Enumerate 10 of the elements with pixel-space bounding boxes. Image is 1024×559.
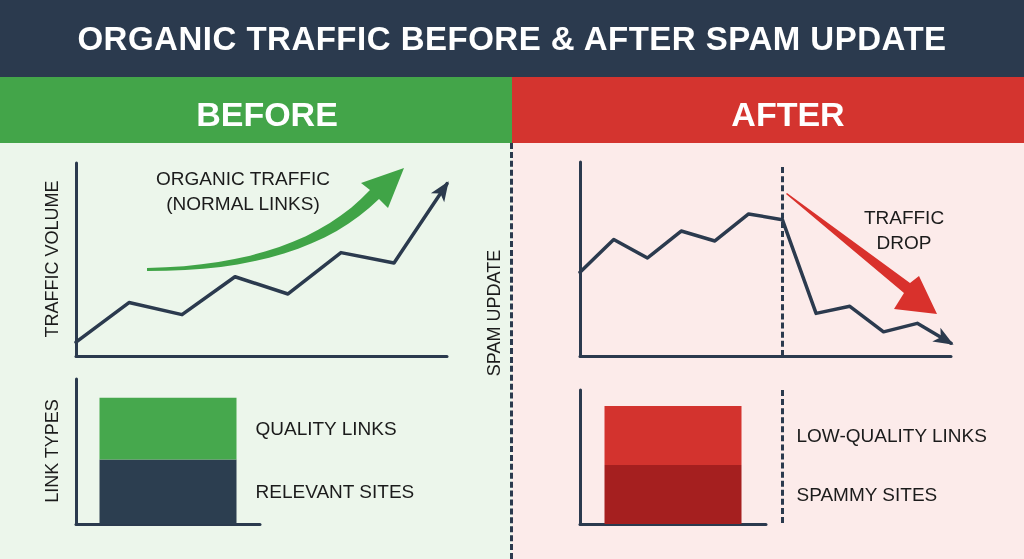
y-axis-title: TRAFFIC VOLUME [42, 180, 62, 338]
chart-title: BEFORE [196, 95, 338, 133]
series-label: RELEVANT SITES [255, 481, 415, 503]
y-axis-title: LINK TYPES [42, 399, 62, 503]
series-label: QUALITY LINKS [255, 418, 397, 440]
chart-title: AFTER [731, 95, 845, 133]
text: LOW-QUALITY LINKS [796, 425, 987, 447]
text: ORGANIC TRAFFIC BEFORE & AFTER SPAM UPDATE [77, 19, 947, 58]
text: SPAMMY SITES [796, 484, 938, 506]
text: SPAM UPDATE [484, 249, 504, 377]
